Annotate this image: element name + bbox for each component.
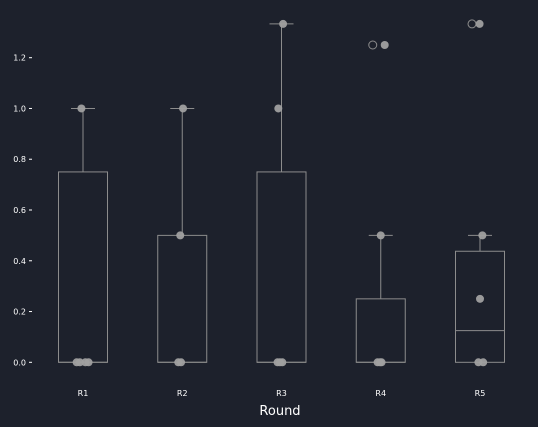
flier-point (467, 19, 477, 29)
data-point (176, 231, 185, 240)
x-axis-title: Round (259, 404, 300, 419)
data-point (77, 104, 86, 113)
box-iqr (256, 171, 307, 363)
x-tick-label: R1 (78, 389, 89, 398)
y-tick-label: 0.8 (13, 155, 26, 164)
x-tick-label: R4 (375, 389, 386, 398)
box-group-r1 (58, 107, 108, 363)
data-point (84, 358, 93, 367)
data-point (478, 231, 487, 240)
data-point (274, 104, 283, 113)
data-point (177, 358, 186, 367)
y-tick-label: 1.0 (13, 104, 26, 113)
data-point (476, 294, 484, 303)
data-point (380, 41, 389, 49)
x-tick-label: R5 (475, 389, 486, 398)
y-axis: 0.0 0.2 0.4 0.6 0.8 1.0 1.2 (13, 54, 32, 367)
data-point (377, 358, 386, 367)
flier-point (368, 40, 378, 50)
data-point (72, 358, 81, 367)
box-iqr (355, 298, 406, 363)
y-tick-label: 0.2 (13, 308, 26, 317)
x-tick-label: R2 (177, 389, 188, 398)
x-axis: R1 R2 R3 R4 R5 (78, 389, 486, 398)
data-point (376, 231, 385, 240)
data-point (279, 19, 288, 28)
boxes-layer (58, 19, 505, 363)
box-iqr (157, 234, 208, 363)
box-group-r5 (455, 19, 505, 363)
box-group-r4 (355, 40, 406, 363)
data-point (179, 104, 188, 113)
data-point (475, 19, 484, 28)
y-tick-label: 0.6 (13, 206, 26, 215)
box-group-r3 (256, 23, 307, 363)
data-point (479, 358, 488, 367)
box-iqr (455, 250, 505, 363)
x-tick-label: R3 (276, 389, 287, 398)
data-point (278, 358, 287, 367)
y-tick-label: 0.0 (13, 358, 26, 367)
y-tick-label: 0.4 (13, 257, 26, 266)
y-tick-label: 1.2 (13, 54, 26, 63)
points-layer (72, 19, 488, 367)
box-iqr (58, 171, 108, 363)
